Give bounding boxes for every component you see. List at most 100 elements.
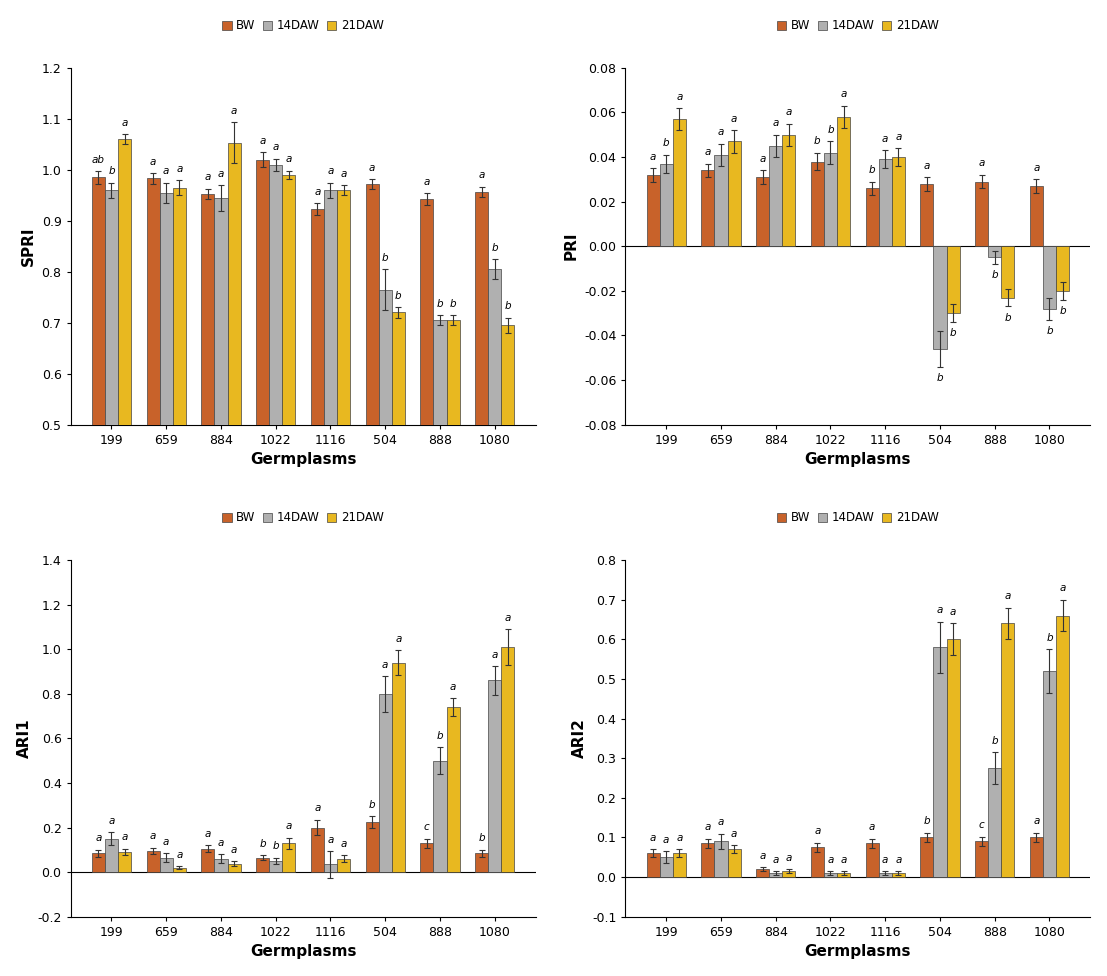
Text: a: a: [231, 106, 237, 116]
Bar: [146, 179, 159, 679]
Bar: [228, 864, 240, 873]
Bar: [783, 135, 796, 246]
Text: a: a: [272, 142, 279, 152]
Text: b: b: [505, 302, 511, 311]
Bar: [866, 188, 879, 246]
X-axis label: Germplasms: Germplasms: [805, 452, 911, 468]
Text: a: a: [896, 855, 901, 865]
Text: a: a: [205, 829, 211, 839]
Text: b: b: [449, 299, 456, 308]
Text: b: b: [923, 816, 930, 827]
Text: b: b: [827, 125, 834, 135]
Text: a: a: [369, 163, 375, 173]
Text: a: a: [759, 851, 766, 861]
Bar: [311, 828, 324, 873]
Bar: [173, 187, 186, 679]
Text: a: a: [786, 107, 793, 117]
Text: a: a: [705, 147, 711, 157]
X-axis label: Germplasms: Germplasms: [250, 452, 356, 468]
Bar: [201, 849, 215, 873]
Legend: BW, 14DAW, 21DAW: BW, 14DAW, 21DAW: [773, 507, 943, 529]
Text: b: b: [1004, 313, 1011, 323]
Bar: [892, 874, 904, 877]
Text: a: a: [937, 605, 943, 615]
Text: a: a: [449, 682, 456, 692]
Text: b: b: [492, 243, 498, 253]
Bar: [714, 155, 727, 246]
Bar: [879, 874, 892, 877]
Text: a: a: [218, 838, 224, 848]
Text: b: b: [436, 731, 443, 741]
Bar: [92, 178, 105, 679]
Text: a: a: [149, 157, 156, 167]
Text: a: a: [176, 849, 183, 860]
Bar: [488, 680, 501, 873]
Bar: [365, 184, 379, 679]
Text: b: b: [382, 253, 389, 263]
Bar: [920, 837, 933, 877]
Bar: [488, 269, 501, 679]
Text: a: a: [840, 90, 847, 100]
Text: b: b: [992, 270, 999, 280]
Bar: [989, 768, 1002, 877]
Bar: [879, 159, 892, 246]
Text: a: a: [218, 169, 224, 179]
Text: a: a: [259, 136, 266, 145]
Bar: [837, 117, 850, 246]
Bar: [269, 165, 282, 679]
Text: b: b: [1059, 306, 1066, 316]
Text: b: b: [950, 329, 956, 339]
Text: a: a: [786, 853, 793, 863]
Text: a: a: [840, 855, 847, 865]
Text: a: a: [882, 855, 889, 865]
Bar: [201, 194, 215, 679]
Text: a: a: [163, 166, 169, 176]
Bar: [727, 849, 741, 877]
Text: a: a: [286, 821, 292, 832]
Bar: [714, 841, 727, 877]
Text: a: a: [341, 839, 346, 849]
Text: b: b: [272, 841, 279, 851]
Bar: [702, 843, 714, 877]
Bar: [433, 320, 446, 679]
Text: a: a: [314, 803, 321, 813]
Bar: [475, 191, 488, 679]
Legend: BW, 14DAW, 21DAW: BW, 14DAW, 21DAW: [773, 15, 943, 37]
Bar: [892, 157, 904, 246]
Y-axis label: SPRI: SPRI: [21, 226, 37, 266]
Bar: [215, 859, 228, 873]
Text: a: a: [717, 817, 724, 827]
Text: a: a: [773, 855, 779, 865]
Text: a: a: [163, 836, 169, 847]
Bar: [392, 312, 405, 679]
Bar: [920, 183, 933, 246]
Text: b: b: [869, 165, 876, 175]
Text: a: a: [478, 170, 485, 181]
Bar: [810, 162, 824, 246]
Bar: [946, 246, 960, 313]
Text: a: a: [950, 607, 956, 617]
Text: a: a: [492, 650, 498, 660]
Bar: [646, 853, 660, 877]
Bar: [269, 861, 282, 873]
Legend: BW, 14DAW, 21DAW: BW, 14DAW, 21DAW: [217, 507, 389, 529]
Bar: [756, 870, 769, 877]
Bar: [769, 874, 783, 877]
Text: a: a: [341, 169, 346, 179]
Text: a: a: [923, 161, 930, 171]
Bar: [173, 868, 186, 873]
Bar: [379, 290, 392, 679]
Text: a: a: [827, 855, 834, 865]
Text: a: a: [108, 816, 115, 826]
Text: a: a: [650, 833, 656, 843]
Bar: [282, 175, 296, 679]
Bar: [475, 853, 488, 873]
Bar: [1043, 671, 1056, 877]
Text: a: a: [122, 833, 127, 842]
Bar: [1043, 246, 1056, 308]
Bar: [975, 182, 989, 246]
Y-axis label: ARI1: ARI1: [17, 718, 32, 758]
Text: a: a: [95, 834, 102, 843]
Text: a: a: [882, 134, 889, 144]
Text: a: a: [395, 634, 402, 644]
